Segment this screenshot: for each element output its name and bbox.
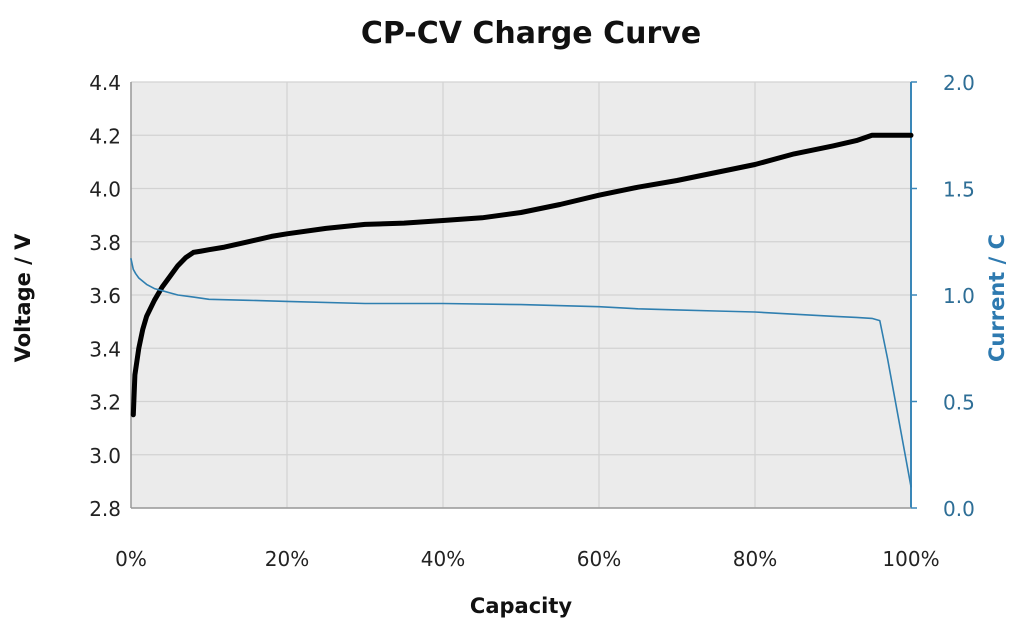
right-axis-ticks: 0.0 0.5 1.0 1.5 2.0 <box>911 71 975 521</box>
left-tick-label: 3.4 <box>89 337 121 361</box>
left-tick-label: 3.0 <box>89 444 121 468</box>
left-axis-ticks: 2.8 3.0 3.2 3.4 3.6 3.8 4.0 4.2 4.4 <box>89 71 121 521</box>
right-tick-label: 1.5 <box>943 178 975 202</box>
right-tick-label: 1.0 <box>943 284 975 308</box>
left-tick-label: 4.4 <box>89 71 121 95</box>
current-series-line <box>130 257 912 488</box>
x-axis-label: Capacity <box>470 594 572 618</box>
x-tick-label: 100% <box>882 547 939 571</box>
x-tick-label: 60% <box>577 547 621 571</box>
voltage-series-line <box>130 132 914 418</box>
left-tick-label: 3.8 <box>89 231 121 255</box>
x-axis-ticks: 0% 20% 40% 60% 80% 100% <box>115 547 939 571</box>
left-tick-label: 4.0 <box>89 178 121 202</box>
left-tick-label: 2.8 <box>89 497 121 521</box>
right-tick-label: 0.0 <box>943 497 975 521</box>
y2-axis-label: Current / C <box>985 234 1009 362</box>
left-tick-label: 3.2 <box>89 391 121 415</box>
series-layer <box>130 132 914 488</box>
right-tick-label: 2.0 <box>943 71 975 95</box>
x-tick-label: 40% <box>421 547 465 571</box>
right-tick-label: 0.5 <box>943 391 975 415</box>
x-tick-label: 20% <box>265 547 309 571</box>
y-axis-label: Voltage / V <box>11 233 35 363</box>
x-tick-label: 80% <box>733 547 777 571</box>
left-tick-label: 4.2 <box>89 124 121 148</box>
chart-title: CP-CV Charge Curve <box>361 16 701 51</box>
left-tick-label: 3.6 <box>89 284 121 308</box>
x-tick-label: 0% <box>115 547 147 571</box>
grid-lines <box>130 81 912 509</box>
